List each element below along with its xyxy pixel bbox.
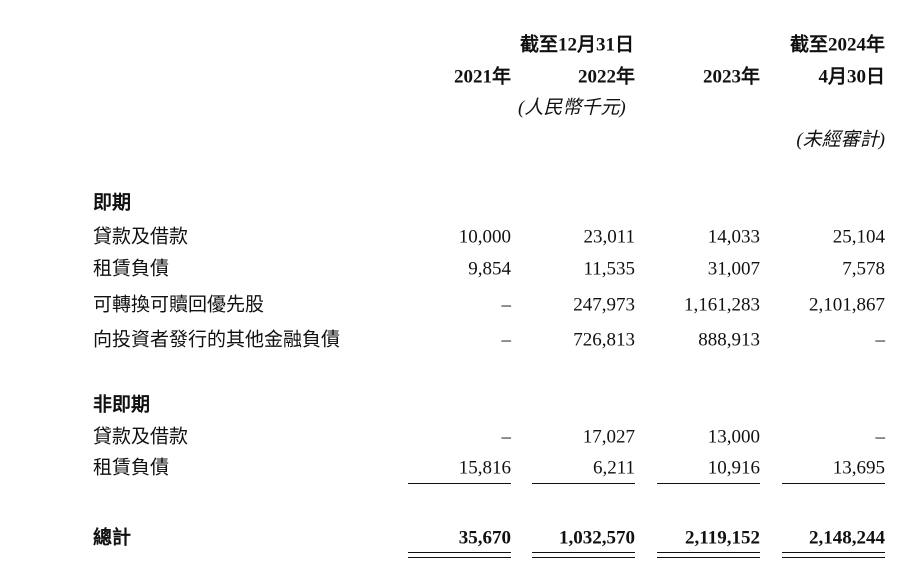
cell-value: 726,813 xyxy=(573,329,635,351)
subtotal-rule xyxy=(532,483,635,484)
row-label: 貸款及借款 xyxy=(93,226,189,248)
cell-value: 23,011 xyxy=(583,226,635,248)
column-header: 2022年 xyxy=(577,66,635,88)
section-title: 非即期 xyxy=(93,394,151,416)
column-header: 2021年 xyxy=(453,66,511,88)
cell-value: 25,104 xyxy=(832,226,885,248)
cell-value: – xyxy=(875,426,886,448)
cell-value: 247,973 xyxy=(573,294,635,316)
row-label: 可轉換可贖回優先股 xyxy=(93,294,265,316)
currency-note: (人民幣千元) xyxy=(518,97,626,119)
row-label: 租賃負債 xyxy=(93,457,170,479)
cell-value: 15,816 xyxy=(458,457,511,479)
double-rule xyxy=(532,552,635,553)
cell-value: 1,161,283 xyxy=(684,294,760,316)
subtotal-rule xyxy=(657,483,760,484)
section-title: 即期 xyxy=(93,192,132,214)
cell-value: – xyxy=(501,294,512,316)
cell-value: 11,535 xyxy=(583,258,635,280)
total-value: 2,119,152 xyxy=(685,527,760,549)
total-value: 2,148,244 xyxy=(809,527,885,549)
total-label: 總計 xyxy=(93,527,132,549)
cell-value: – xyxy=(501,426,512,448)
double-rule xyxy=(657,552,760,553)
cell-value: 13,000 xyxy=(707,426,760,448)
cell-value: 14,033 xyxy=(707,226,760,248)
double-rule xyxy=(532,557,635,558)
cell-value: 9,854 xyxy=(468,258,511,280)
cell-value: 7,578 xyxy=(842,258,885,280)
total-value: 35,670 xyxy=(458,527,511,549)
row-label: 貸款及借款 xyxy=(93,426,189,448)
cell-value: 2,101,867 xyxy=(809,294,885,316)
double-rule xyxy=(782,557,885,558)
cell-value: 10,000 xyxy=(458,226,511,248)
subtotal-rule xyxy=(408,483,511,484)
cell-value: 31,007 xyxy=(707,258,760,280)
column-header: 2023年 xyxy=(702,66,760,88)
audit-note: (未經審計) xyxy=(796,129,885,151)
group-header: 截至2024年 xyxy=(789,34,885,56)
cell-value: – xyxy=(875,329,886,351)
cell-value: 10,916 xyxy=(707,457,760,479)
cell-value: 6,211 xyxy=(592,457,635,479)
total-value: 1,032,570 xyxy=(559,527,635,549)
double-rule xyxy=(657,557,760,558)
group-header: 截至12月31日 xyxy=(520,34,635,56)
row-label: 租賃負債 xyxy=(93,258,170,280)
cell-value: 888,913 xyxy=(698,329,760,351)
row-label: 向投資者發行的其他金融負債 xyxy=(93,329,341,351)
column-header: 4月30日 xyxy=(818,66,885,88)
cell-value: 17,027 xyxy=(582,426,635,448)
cell-value: – xyxy=(501,329,512,351)
cell-value: 13,695 xyxy=(832,457,885,479)
double-rule xyxy=(782,552,885,553)
double-rule xyxy=(408,552,511,553)
double-rule xyxy=(408,557,511,558)
subtotal-rule xyxy=(782,483,885,484)
